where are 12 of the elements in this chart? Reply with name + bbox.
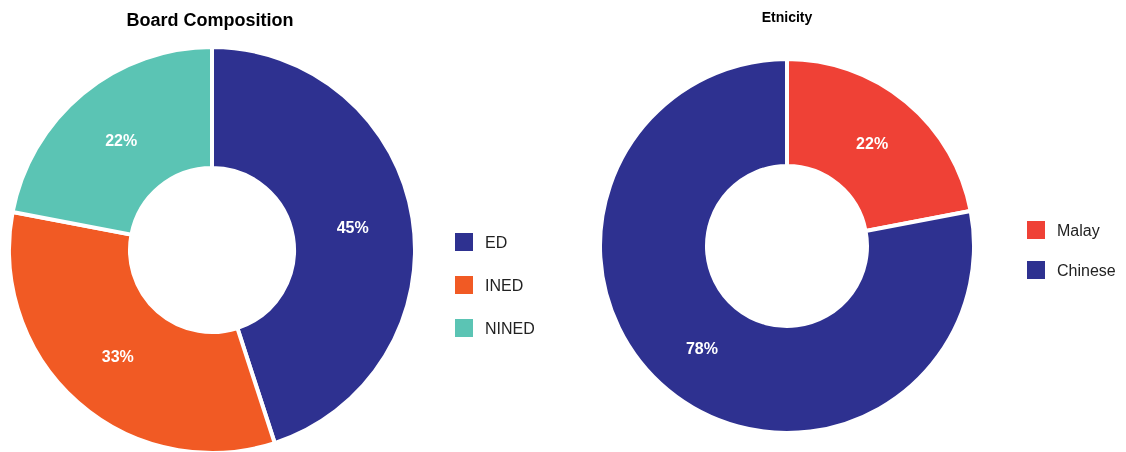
data-label: 45% <box>336 219 369 237</box>
legend-label: NINED <box>485 319 535 337</box>
chart-title: Etnicity <box>761 9 813 25</box>
chart-title: Board Composition <box>126 10 294 30</box>
legend-label: ED <box>485 233 508 251</box>
data-label: 78% <box>685 340 718 358</box>
data-label: 33% <box>101 348 134 366</box>
legend-label: Chinese <box>1057 261 1116 279</box>
data-label: 22% <box>105 131 138 149</box>
legend-label: INED <box>485 276 524 294</box>
legend-label: Malay <box>1057 221 1100 239</box>
data-label: 22% <box>856 134 889 152</box>
